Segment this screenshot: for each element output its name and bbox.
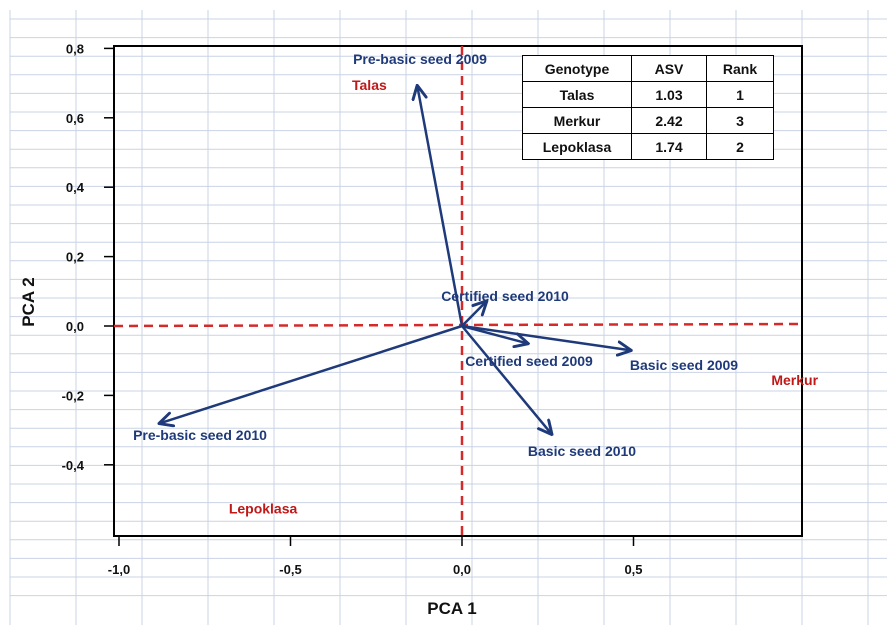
loading-vectors: Pre-basic seed 2009 Certified seed 2010 Ce… — [133, 51, 738, 459]
table-row: Lepoklasa 1.74 2 — [522, 133, 774, 160]
reference-line-horizontal — [113, 322, 803, 328]
y-tick-label: -0,4 — [62, 458, 85, 473]
table-cell-asv: 1.74 — [631, 133, 707, 160]
y-tick-label: 0,6 — [66, 111, 84, 126]
genotype-label: Lepoklasa — [229, 500, 298, 516]
table-row: Merkur 2.42 3 — [522, 107, 774, 134]
y-tick-label: 0,0 — [66, 319, 84, 334]
vector-arrow — [461, 324, 527, 343]
x-tick-label: -0,5 — [279, 562, 301, 577]
table-cell-rank: 2 — [706, 133, 774, 160]
table-header-rank: Rank — [706, 55, 774, 82]
y-axis-title: PCA 2 — [19, 277, 38, 326]
plot-frame — [113, 45, 803, 537]
vector-arrow — [461, 302, 486, 327]
asv-table: Genotype ASV Rank Talas 1.03 1 Merkur 2.… — [522, 55, 774, 160]
x-tick-label: 0,5 — [624, 562, 642, 577]
table-cell-asv: 2.42 — [631, 107, 707, 134]
x-axis-title: PCA 1 — [427, 599, 476, 618]
vector-label: Certified seed 2010 — [441, 288, 569, 304]
x-axis-ticks: -1,0 -0,5 0,0 0,5 — [108, 536, 643, 577]
genotype-label: Talas — [352, 77, 387, 93]
table-header-asv: ASV — [631, 55, 707, 82]
y-tick-label: 0,4 — [66, 180, 85, 195]
table-cell-genotype: Talas — [522, 81, 632, 108]
table-row: Talas 1.03 1 — [522, 81, 774, 108]
table-cell-rank: 1 — [706, 81, 774, 108]
table-cell-genotype: Lepoklasa — [522, 133, 632, 160]
table-cell-genotype: Merkur — [522, 107, 632, 134]
genotype-label: Merkur — [771, 372, 818, 388]
y-tick-label: -0,2 — [62, 388, 84, 403]
vector-arrow — [160, 324, 463, 423]
x-tick-label: 0,0 — [453, 562, 471, 577]
vector-label: Pre-basic seed 2009 — [353, 51, 487, 67]
table-header-row: Genotype ASV Rank — [522, 55, 774, 82]
vector-arrow — [461, 325, 551, 434]
vector-arrow — [417, 87, 464, 327]
table-cell-rank: 3 — [706, 107, 774, 134]
vector-label: Pre-basic seed 2010 — [133, 427, 267, 443]
vector-label: Basic seed 2010 — [528, 443, 636, 459]
table-header-genotype: Genotype — [522, 55, 632, 82]
reference-lines — [113, 46, 803, 536]
vector-arrow — [461, 324, 630, 350]
background-grid — [9, 10, 887, 625]
vector-label: Certified seed 2009 — [465, 353, 593, 369]
y-axis-ticks: 0,8 0,6 0,4 0,2 0,0 -0,2 -0,4 — [62, 41, 114, 473]
y-tick-label: 0,2 — [66, 250, 84, 265]
vector-label: Basic seed 2009 — [630, 357, 738, 373]
y-tick-label: 0,8 — [66, 41, 84, 56]
x-tick-label: -1,0 — [108, 562, 130, 577]
table-cell-asv: 1.03 — [631, 81, 707, 108]
